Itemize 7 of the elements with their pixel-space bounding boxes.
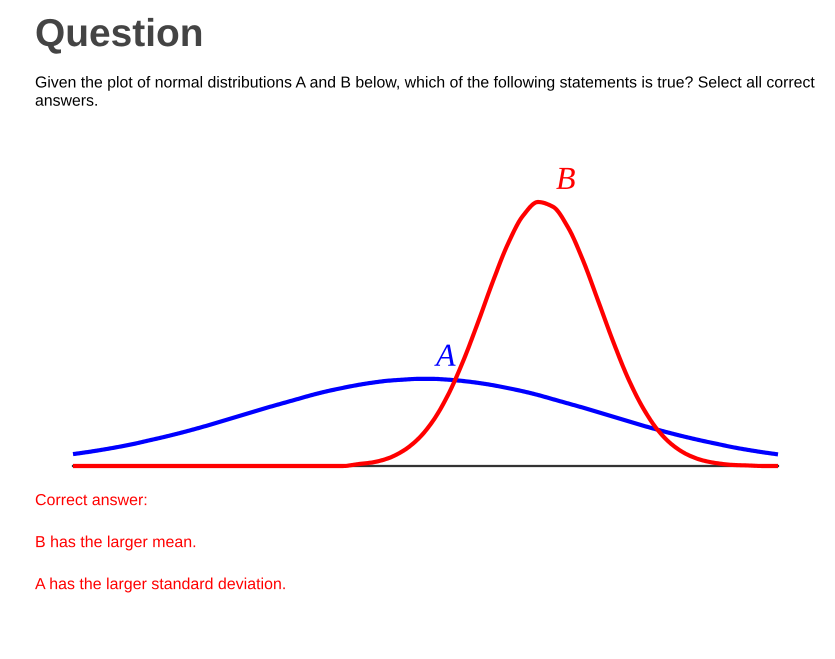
- text: Correct answer:: [36, 494, 146, 506]
- text: B has the larger mean.: [36, 536, 196, 550]
- chart-subtitle: Given the plot of normal distributions A and B below, which of the following statements is true? Select all correct answers.: [36, 76, 815, 106]
- series-label: B: [556, 168, 575, 189]
- text: A has the larger standard deviation.: [35, 578, 285, 592]
- chart-title: Question: [36, 18, 202, 54]
- series-label: A: [434, 344, 456, 366]
